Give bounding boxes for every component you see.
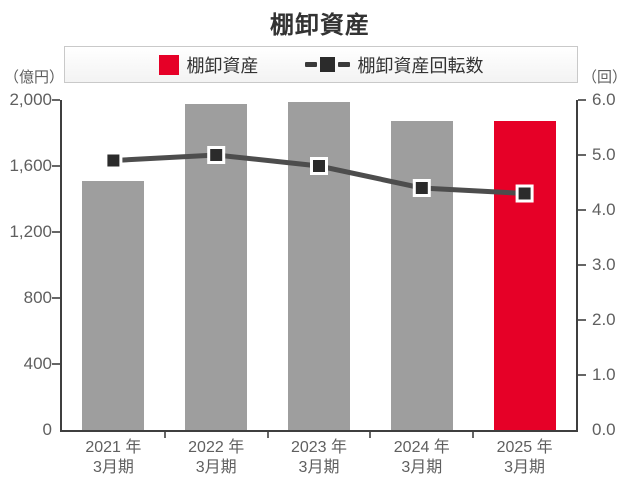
x-axis-category-label: 2022 年 3月期 [161, 438, 271, 478]
line-marker [310, 157, 328, 175]
bar-2025 年 [493, 121, 556, 430]
right-axis-tick [578, 209, 586, 211]
x-axis-label-line: 3月期 [401, 459, 443, 476]
x-axis-label-line: 3月期 [298, 459, 340, 476]
left-axis-tick-label: 0 [42, 420, 52, 439]
x-axis-label-line: 2021 年 [85, 439, 142, 456]
legend: 棚卸資産 棚卸資産回転数 [64, 46, 578, 83]
left-axis-tick [52, 231, 60, 233]
bar-2023 年 [288, 101, 350, 430]
x-axis-category-label: 2021 年 3月期 [58, 438, 168, 478]
right-axis-tick [578, 374, 586, 376]
right-axis-tick-label: 4.0 [592, 200, 616, 219]
right-axis-tick-label: 3.0 [592, 255, 616, 274]
left-axis-tick-label: 400 [23, 354, 52, 373]
right-axis-tick [578, 154, 586, 156]
left-axis-tick [52, 99, 60, 101]
bar-2024 年 [390, 121, 453, 430]
line-marker [412, 179, 431, 197]
x-axis-label-line: 2024 年 [393, 439, 450, 456]
right-axis-tick-label: 1.0 [592, 365, 616, 384]
x-axis-line [60, 430, 578, 432]
x-axis-tick [163, 432, 166, 438]
x-axis-label-line: 3月期 [504, 459, 546, 476]
left-axis-tick [52, 297, 60, 299]
left-axis-tick [52, 165, 60, 167]
left-axis-tick-label: 800 [23, 288, 52, 307]
left-axis-tick-label: 2,000 [9, 90, 52, 109]
y-axis-left-line [60, 100, 62, 432]
right-axis-tick [578, 319, 586, 321]
x-axis-tick [369, 432, 372, 438]
legend-dash-icon [337, 62, 350, 67]
left-axis-tick-label: 1,600 [9, 156, 52, 175]
plot-area [62, 100, 576, 430]
right-axis-unit-label: （回） [582, 69, 628, 86]
line-marker [207, 146, 226, 164]
x-axis-label-line: 2025 年 [496, 439, 553, 456]
left-axis-unit-label: （億円） [3, 69, 64, 86]
legend-item-inventory: 棚卸資産 [158, 52, 259, 78]
x-axis-tick [266, 432, 269, 438]
x-axis-label-line: 3月期 [92, 459, 134, 476]
left-axis-tick [52, 363, 60, 365]
x-axis-tick [472, 432, 475, 438]
x-axis-category-label: 2023 年 3月期 [264, 438, 374, 478]
bar-series-swatch-icon [158, 54, 179, 75]
right-axis-tick-label: 6.0 [592, 90, 616, 109]
turnover-line-layer [104, 146, 534, 203]
right-axis-tick [578, 99, 586, 101]
legend-label-turnover: 棚卸資産回転数 [357, 55, 484, 76]
y-axis-right-line [576, 100, 578, 432]
line-marker [104, 151, 123, 170]
x-axis-label-line: 3月期 [195, 459, 237, 476]
left-axis-tick-label: 1,200 [9, 222, 52, 241]
x-axis-label-line: 2023 年 [290, 439, 348, 456]
right-axis-tick-label: 0.0 [592, 420, 616, 439]
right-axis-tick-label: 2.0 [592, 310, 616, 329]
x-axis-label-line: 2022 年 [188, 439, 245, 456]
x-axis-category-label: 2025 年 3月期 [470, 438, 580, 478]
x-axis-category-label: 2024 年 3月期 [367, 438, 477, 478]
legend-label-inventory: 棚卸資産 [186, 55, 259, 76]
chart-title: 棚卸資産 [270, 12, 370, 39]
legend-marker-icon [319, 57, 335, 72]
bar-2021 年 [82, 180, 145, 430]
right-axis-tick-label: 5.0 [592, 145, 616, 164]
line-series-swatch-icon [304, 57, 350, 72]
line-marker [515, 184, 534, 203]
legend-dash-icon [304, 62, 317, 67]
legend-item-turnover: 棚卸資産回転数 [304, 52, 484, 78]
right-axis-tick [578, 264, 586, 266]
